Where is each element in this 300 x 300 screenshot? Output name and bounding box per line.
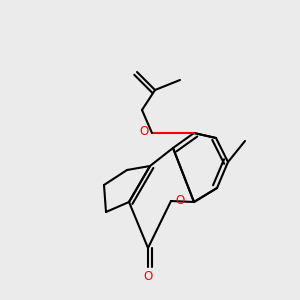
- Text: O: O: [140, 125, 149, 138]
- Text: O: O: [176, 194, 185, 208]
- Text: O: O: [143, 270, 153, 283]
